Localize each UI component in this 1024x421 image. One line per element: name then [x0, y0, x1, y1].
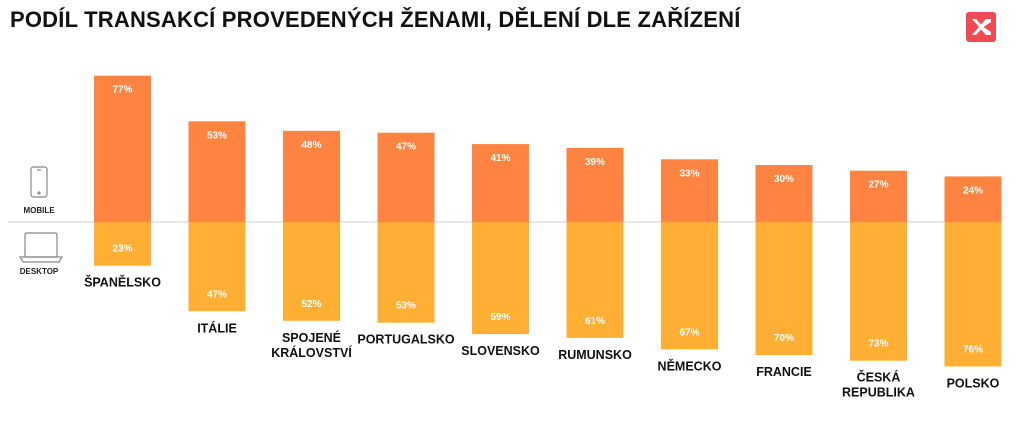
data-label-mobile: 27%	[868, 180, 888, 191]
data-label-mobile: 33%	[679, 168, 699, 179]
bar-mobile	[755, 165, 813, 222]
x-brand-logo-icon	[966, 12, 996, 42]
bar-mobile	[661, 159, 718, 222]
bar-desktop	[850, 222, 907, 361]
data-label-desktop: 67%	[679, 327, 699, 338]
data-label-mobile: 77%	[112, 85, 132, 96]
bar-mobile	[377, 132, 435, 222]
bar-desktop	[188, 222, 246, 312]
data-label-desktop: 76%	[963, 344, 983, 355]
data-label-desktop: 73%	[868, 339, 888, 350]
chart-title: PODÍL TRANSAKCÍ PROVEDENÝCH ŽENAMI, DĚLE…	[10, 7, 741, 32]
data-label-desktop: 53%	[396, 301, 416, 312]
logo-mark	[972, 19, 991, 35]
data-label-desktop: 70%	[774, 333, 794, 344]
bar-mobile	[472, 144, 529, 222]
legend-mobile-label: MOBILE	[23, 206, 55, 215]
category-label: SPOJENÉ KRÁLOVSTVÍ	[271, 330, 352, 360]
data-label-desktop: 61%	[585, 316, 605, 327]
bar-desktop	[566, 222, 624, 338]
data-label-desktop: 47%	[207, 289, 227, 300]
category-label: ŠPANĚLSKO	[84, 275, 161, 290]
category-label: RUMUNSKO	[558, 348, 632, 362]
data-label-mobile: 47%	[396, 142, 416, 153]
category-label: PORTUGALSKO	[357, 333, 455, 347]
bar-mobile	[94, 75, 151, 222]
bar-desktop	[944, 222, 1002, 367]
bar-desktop	[472, 222, 529, 335]
data-label-desktop: 52%	[301, 299, 321, 310]
bar-desktop	[755, 222, 813, 355]
data-label-mobile: 39%	[585, 157, 605, 168]
bar-desktop	[94, 222, 151, 266]
data-label-mobile: 30%	[774, 174, 794, 185]
category-label: SLOVENSKO	[461, 344, 540, 358]
data-label-desktop: 23%	[112, 244, 132, 255]
bar-mobile	[283, 130, 340, 222]
bar-desktop	[661, 222, 718, 350]
category-label: FRANCIE	[756, 365, 812, 379]
bar-desktop	[283, 222, 340, 321]
data-label-mobile: 48%	[301, 140, 321, 151]
bar-desktop	[377, 222, 435, 323]
bar-mobile	[944, 176, 1002, 222]
data-label-mobile: 41%	[490, 153, 510, 164]
bar-mobile	[850, 170, 907, 222]
category-label: NĚMECKO	[658, 358, 722, 373]
bar-mobile	[566, 147, 624, 222]
data-label-desktop: 59%	[490, 312, 510, 323]
category-label: POLSKO	[947, 376, 1000, 390]
data-label-mobile: 24%	[963, 185, 983, 196]
smartphone-icon	[30, 166, 48, 198]
category-label: ČESKÁ REPUBLIKA	[842, 370, 915, 400]
data-label-mobile: 53%	[207, 130, 227, 141]
bar-mobile	[188, 121, 246, 222]
laptop-icon	[18, 232, 64, 263]
category-label: ITÁLIE	[197, 320, 237, 335]
legend-desktop-label: DESKTOP	[20, 267, 59, 276]
